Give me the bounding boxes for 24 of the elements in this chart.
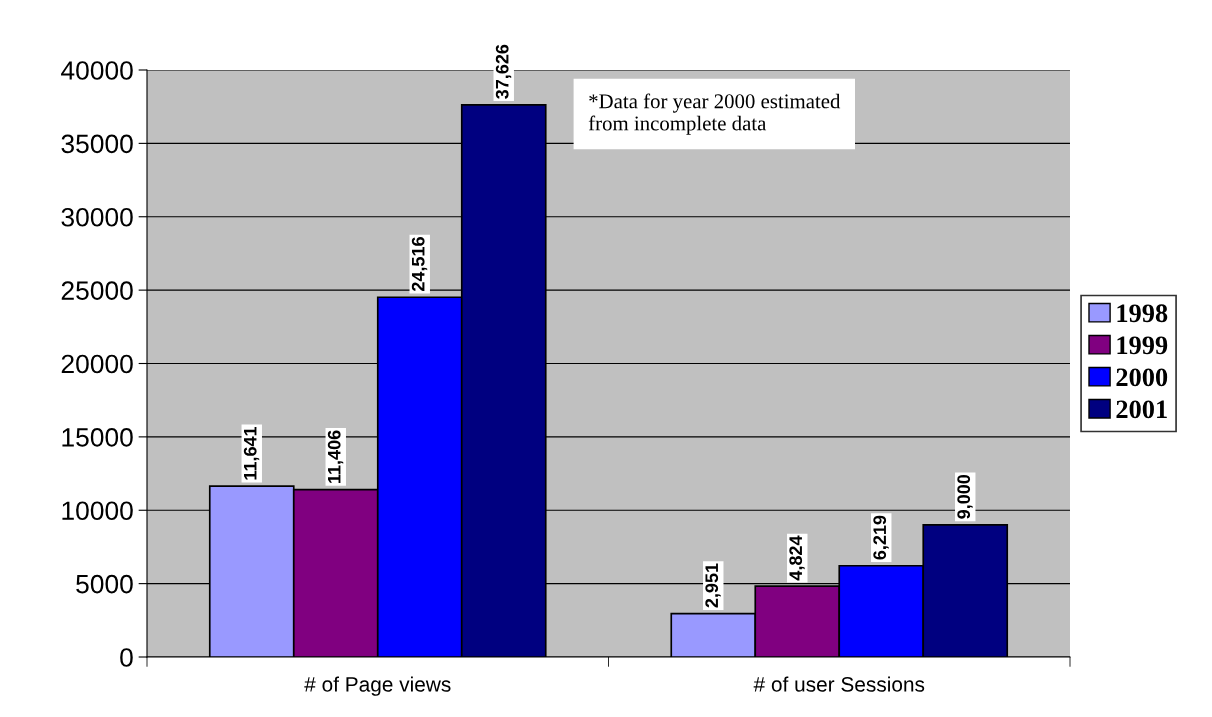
y-tick-label: 25000 [61,281,133,300]
y-tick-label: 0 [120,648,133,667]
legend-label: 2000 [1116,368,1168,387]
data-label: 24,516 [411,237,428,292]
x-tick-label: # of user Sessions [753,676,925,692]
data-label: 37,626 [495,44,512,99]
y-tick-label: 40000 [61,61,133,80]
y-tick-label: 35000 [61,134,133,154]
y-tick-label: 10000 [62,501,133,521]
legend-label: 1998 [1117,304,1168,323]
x-tick-label: # of Page views [304,676,451,696]
annotation: *Data for year 2000 estimated from incomplete data [588,93,841,135]
data-label: 6,219 [873,515,889,560]
data-label: 9,000 [957,474,973,519]
data-label: 4,824 [789,535,805,581]
y-tick-label: 15000 [62,428,133,447]
legend-label: 2001 [1116,400,1167,419]
data-label: 2,951 [705,563,721,608]
legend-label: 1999 [1117,336,1168,355]
y-tick-label: 20000 [61,354,133,374]
data-label: 11,406 [327,430,344,483]
y-tick-label: 5000 [76,574,133,594]
y-tick-label: 30000 [61,207,133,227]
data-label: 11,641 [243,426,260,480]
